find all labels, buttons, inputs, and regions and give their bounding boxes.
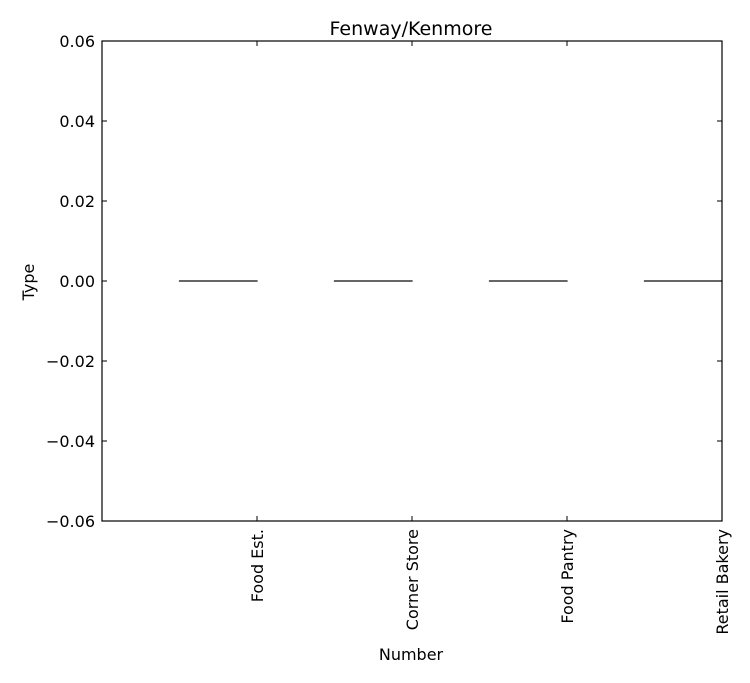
x-tick-label: Retail Bakery: [713, 529, 732, 635]
y-tick-label: −0.06: [46, 512, 95, 531]
y-tick-label: 0.04: [59, 112, 95, 131]
x-axis-title: Number: [379, 645, 444, 664]
y-axis-title: Type: [19, 264, 38, 302]
x-axis: Food Est. Corner Store Food Pantry Retail B…: [248, 41, 732, 635]
x-tick-label: Corner Store: [403, 529, 422, 630]
x-tick-label: Food Pantry: [558, 529, 577, 624]
y-tick-label: 0.06: [59, 32, 95, 51]
y-tick-label: −0.04: [46, 432, 95, 451]
y-tick-label: 0.02: [59, 192, 95, 211]
chart-title: Fenway/Kenmore: [330, 18, 493, 40]
y-tick-label: −0.02: [46, 352, 95, 371]
x-tick-label: Food Est.: [248, 529, 267, 602]
y-tick-label: 0.00: [59, 272, 95, 291]
y-axis: 0.06 0.04 0.02 0.00 −0.02 −0.04 −0.06: [46, 32, 722, 531]
